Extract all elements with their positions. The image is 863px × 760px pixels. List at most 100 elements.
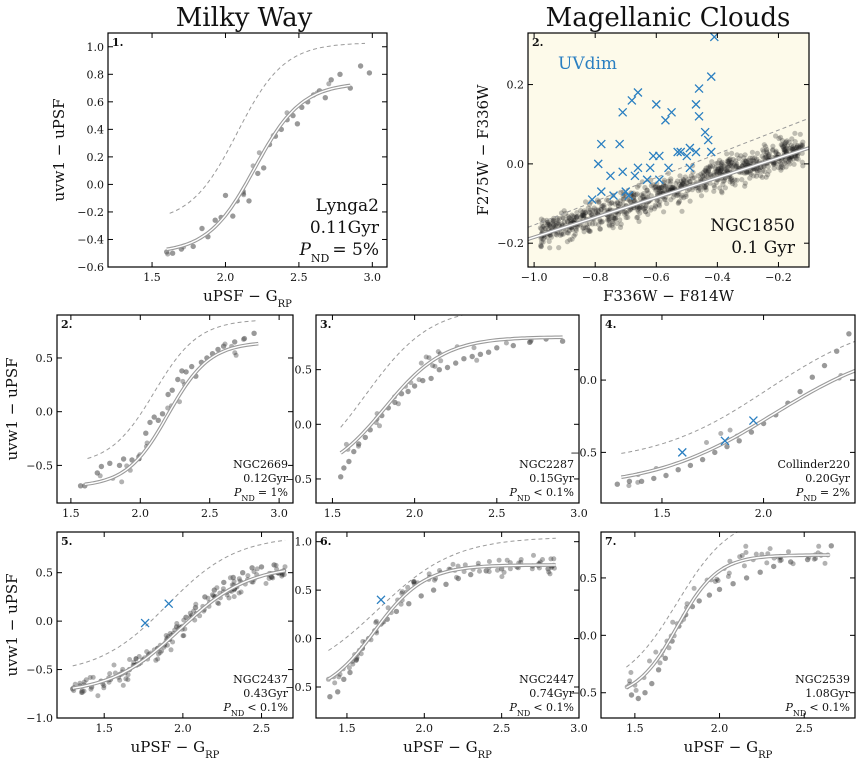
data-point bbox=[753, 166, 759, 172]
data-point bbox=[540, 236, 546, 242]
data-point bbox=[675, 467, 681, 473]
data-point bbox=[245, 573, 251, 579]
data-point bbox=[231, 594, 237, 600]
x-tick-label: 2.0 bbox=[755, 507, 773, 520]
data-point bbox=[747, 161, 753, 167]
data-point bbox=[637, 210, 643, 216]
data-point bbox=[728, 161, 734, 167]
data-point bbox=[232, 350, 238, 356]
y-tick-label: 0.4 bbox=[87, 123, 105, 136]
data-point bbox=[538, 242, 544, 248]
data-point bbox=[643, 204, 649, 210]
data-point bbox=[373, 620, 379, 625]
uv-dim-cross bbox=[654, 175, 664, 185]
dashed-curve bbox=[328, 537, 556, 651]
data-point bbox=[746, 157, 752, 163]
data-point bbox=[676, 181, 683, 187]
x-axis-label: F336W − F814W bbox=[603, 287, 735, 305]
x-tick-label: 3.0 bbox=[570, 722, 588, 735]
data-point bbox=[430, 363, 436, 369]
data-point bbox=[678, 183, 684, 189]
data-point bbox=[649, 680, 655, 687]
fit-line-inner bbox=[528, 147, 809, 240]
data-point bbox=[719, 159, 725, 165]
data-point bbox=[600, 203, 606, 209]
data-point bbox=[716, 168, 722, 174]
y-axis-label: uvw1 − uPSF bbox=[50, 98, 68, 201]
y-tick-label: −0.5 bbox=[570, 446, 597, 459]
data-point bbox=[718, 167, 724, 173]
x-tick-label: 1.5 bbox=[653, 507, 671, 520]
data-point bbox=[635, 206, 641, 213]
milky-way-title: Milky Way bbox=[176, 3, 313, 33]
data-point bbox=[713, 180, 719, 186]
data-point bbox=[753, 158, 760, 164]
data-point bbox=[79, 688, 85, 694]
data-point bbox=[545, 221, 551, 227]
data-point bbox=[687, 178, 693, 185]
data-point bbox=[751, 173, 757, 179]
cluster-age: 0.43Gyr bbox=[243, 687, 288, 700]
data-point bbox=[606, 216, 612, 222]
data-point bbox=[642, 209, 649, 215]
data-point bbox=[659, 184, 665, 191]
plot-frame bbox=[315, 531, 580, 719]
data-point bbox=[790, 156, 796, 162]
data-point bbox=[741, 160, 747, 166]
data-point bbox=[587, 221, 593, 227]
data-point bbox=[682, 174, 688, 180]
data-point bbox=[133, 656, 139, 662]
plot-area bbox=[316, 315, 579, 503]
data-point bbox=[760, 147, 766, 153]
data-point bbox=[743, 575, 750, 581]
data-point bbox=[662, 183, 668, 189]
uv-dim-cross bbox=[676, 147, 686, 157]
y-tick-label: 0.2 bbox=[87, 151, 105, 164]
plot-content bbox=[77, 320, 259, 489]
data-point bbox=[786, 156, 792, 162]
cluster-age: 0.11Gyr bbox=[310, 218, 380, 238]
data-point bbox=[679, 192, 685, 198]
data-point bbox=[721, 166, 727, 172]
data-point bbox=[765, 164, 771, 170]
data-point bbox=[571, 214, 577, 220]
data-point bbox=[773, 148, 779, 154]
data-point bbox=[98, 463, 105, 470]
data-point bbox=[426, 571, 432, 577]
data-point bbox=[620, 193, 626, 199]
data-point bbox=[550, 218, 557, 224]
data-point bbox=[681, 195, 687, 201]
data-point bbox=[811, 556, 817, 562]
data-point bbox=[797, 144, 804, 150]
data-point bbox=[783, 148, 789, 155]
data-point bbox=[688, 173, 694, 179]
data-point bbox=[703, 165, 709, 171]
data-point bbox=[428, 375, 434, 382]
data-point bbox=[153, 657, 159, 663]
data-point bbox=[665, 178, 671, 184]
data-point bbox=[636, 205, 642, 211]
data-point bbox=[765, 172, 771, 178]
data-point bbox=[722, 177, 728, 183]
data-point bbox=[697, 176, 704, 182]
data-point bbox=[707, 171, 713, 177]
data-point bbox=[598, 207, 604, 213]
data-point bbox=[729, 164, 736, 170]
x-axis-label: uPSF − GRP bbox=[203, 287, 292, 310]
data-point bbox=[739, 553, 745, 558]
data-point bbox=[626, 483, 632, 489]
dashed-line bbox=[528, 117, 809, 228]
plot-content bbox=[164, 42, 373, 257]
data-point bbox=[781, 146, 787, 153]
data-point bbox=[759, 153, 765, 159]
plot-content bbox=[70, 539, 288, 699]
panel-p7: 1.5 2.0 2.5 −0.5 0.0 0.5 7. uPSF − GRP NGC25391.… bbox=[570, 531, 856, 760]
data-point bbox=[782, 160, 788, 166]
data-point bbox=[597, 218, 603, 224]
panel-p0: −1.0 −0.8 −0.6 −0.4 −0.2 −0.2 0.0 0.2 2. F336W − … bbox=[474, 32, 810, 305]
data-point bbox=[617, 198, 623, 204]
data-point bbox=[791, 146, 797, 152]
data-point bbox=[743, 170, 749, 176]
data-point bbox=[636, 205, 643, 211]
